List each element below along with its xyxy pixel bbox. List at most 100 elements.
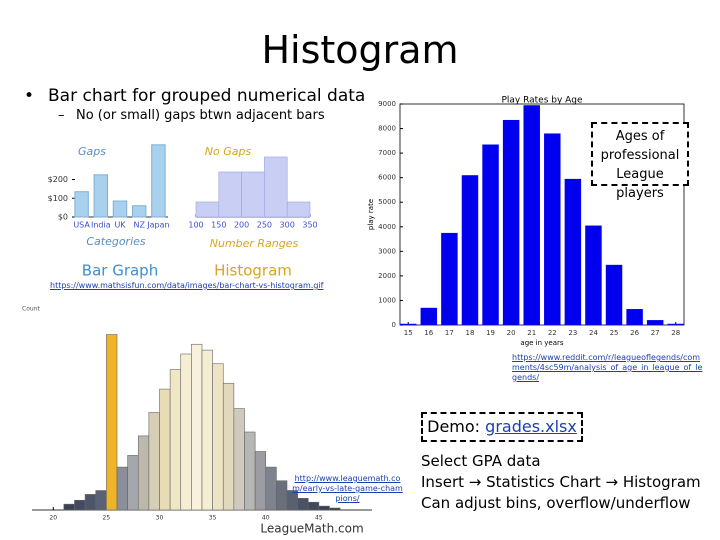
bar	[461, 175, 479, 325]
source-link[interactable]: https://www.mathsisfun.com/data/images/b…	[50, 281, 324, 290]
x-tick-label: 25	[610, 329, 619, 337]
x-tick-label: 23	[568, 329, 577, 337]
bullet: Bar chart for grouped numerical data	[48, 86, 366, 106]
bar	[241, 171, 265, 218]
bar	[626, 309, 643, 325]
x-tick-label: 17	[445, 329, 454, 337]
bar	[148, 412, 160, 511]
x-tick-label: 250	[257, 221, 272, 230]
bar	[191, 343, 203, 511]
x-tick-label: 18	[466, 329, 475, 337]
bar	[329, 507, 341, 511]
bar	[420, 307, 438, 325]
bar	[151, 144, 166, 218]
bar	[502, 119, 520, 325]
bar	[222, 382, 235, 511]
x-tick-label: 24	[589, 329, 598, 337]
bar	[112, 200, 128, 218]
x-tick-label: NZ	[133, 221, 145, 230]
sub-bullet: No (or small) gaps btwn adjacent bars	[76, 108, 325, 123]
bar	[169, 369, 182, 511]
bar	[218, 171, 242, 218]
bar	[180, 353, 192, 511]
annotation: Gaps	[78, 145, 106, 158]
y-tick-label: $0	[58, 213, 68, 222]
x-tick-label: 16	[424, 329, 433, 337]
slide-title: Histogram	[261, 28, 459, 72]
step-part: Histogram	[601, 473, 701, 491]
step-part: Insert	[421, 473, 465, 491]
x-tick-label: 26	[630, 329, 639, 337]
logo: LeagueMath.com	[260, 522, 363, 536]
x-tick-label: UK	[114, 221, 126, 230]
bar	[667, 323, 684, 325]
y-tick-label: 1000	[378, 296, 396, 304]
bar	[318, 505, 330, 511]
y-tick-label: 0	[392, 321, 396, 329]
bar	[233, 408, 245, 511]
y-tick-label: 8000	[378, 125, 396, 133]
y-tick-label: 6000	[378, 174, 396, 182]
source-link[interactable]: http://www.leaguemath.com/early-vs-late-…	[292, 474, 403, 503]
bar	[605, 264, 623, 325]
x-tick-label: 350	[302, 221, 317, 230]
bar	[131, 205, 147, 218]
bar	[646, 320, 664, 325]
bar	[116, 466, 128, 511]
x-tick-label: 150	[211, 221, 226, 230]
y-tick-label: 4000	[378, 223, 396, 231]
x-tick-label: 100	[188, 221, 203, 230]
bar	[482, 144, 499, 325]
chart-title: Bar Graph	[82, 262, 158, 280]
x-tick-label: 15	[404, 329, 413, 337]
y-tick-label: 2000	[378, 272, 396, 280]
bar	[93, 174, 109, 218]
bar	[564, 178, 582, 325]
demo-file[interactable]: grades.xlsx	[485, 417, 577, 436]
step: InsertStatistics ChartHistogram	[421, 472, 701, 493]
source-link[interactable]: https://www.reddit.com/r/leagueoflegends…	[512, 353, 703, 382]
chart-title: Histogram	[214, 262, 292, 280]
demo-label: Demo:	[427, 417, 481, 436]
step-part: Statistics Chart	[464, 473, 601, 491]
bar	[74, 191, 89, 218]
plot-frame	[399, 103, 685, 326]
bar	[264, 156, 288, 218]
bar	[159, 388, 171, 511]
y-tick-label: 9000	[378, 100, 396, 108]
bar	[286, 201, 311, 218]
annotation: Categories	[86, 235, 146, 248]
x-tick-label: 21	[527, 329, 536, 337]
step: Select GPA data	[421, 452, 541, 470]
bar	[63, 503, 75, 511]
x-tick-label: 200	[234, 221, 249, 230]
bar	[137, 435, 150, 511]
bar	[106, 334, 118, 511]
bar	[523, 105, 540, 325]
x-tick-label: 20	[507, 329, 516, 337]
bar	[254, 451, 267, 511]
y-tick-label: $100	[48, 194, 68, 203]
x-tick-label: 25	[103, 515, 111, 522]
step: Can adjust bins, overflow/underflow	[421, 494, 691, 512]
bullet-marker: •	[24, 86, 35, 106]
bar	[95, 490, 107, 511]
y-tick-label: 7000	[378, 149, 396, 157]
x-tick-label: 40	[262, 515, 270, 522]
bullet-marker: –	[58, 108, 65, 123]
bar	[585, 225, 602, 325]
y-tick-label: $200	[48, 175, 68, 184]
bar	[244, 431, 256, 511]
x-tick-label: 19	[486, 329, 495, 337]
x-tick-label: 28	[671, 329, 680, 337]
bar	[74, 499, 86, 511]
x-axis-label: age in years	[520, 339, 563, 347]
demo-box: Demo: grades.xlsx	[421, 412, 583, 442]
x-tick-label: 35	[209, 515, 217, 522]
x-tick-label: 27	[651, 329, 660, 337]
steps: Select GPA data InsertStatistics ChartHi…	[421, 451, 701, 514]
bar	[441, 232, 458, 325]
annotation: No Gaps	[205, 145, 252, 158]
bar	[276, 480, 288, 511]
